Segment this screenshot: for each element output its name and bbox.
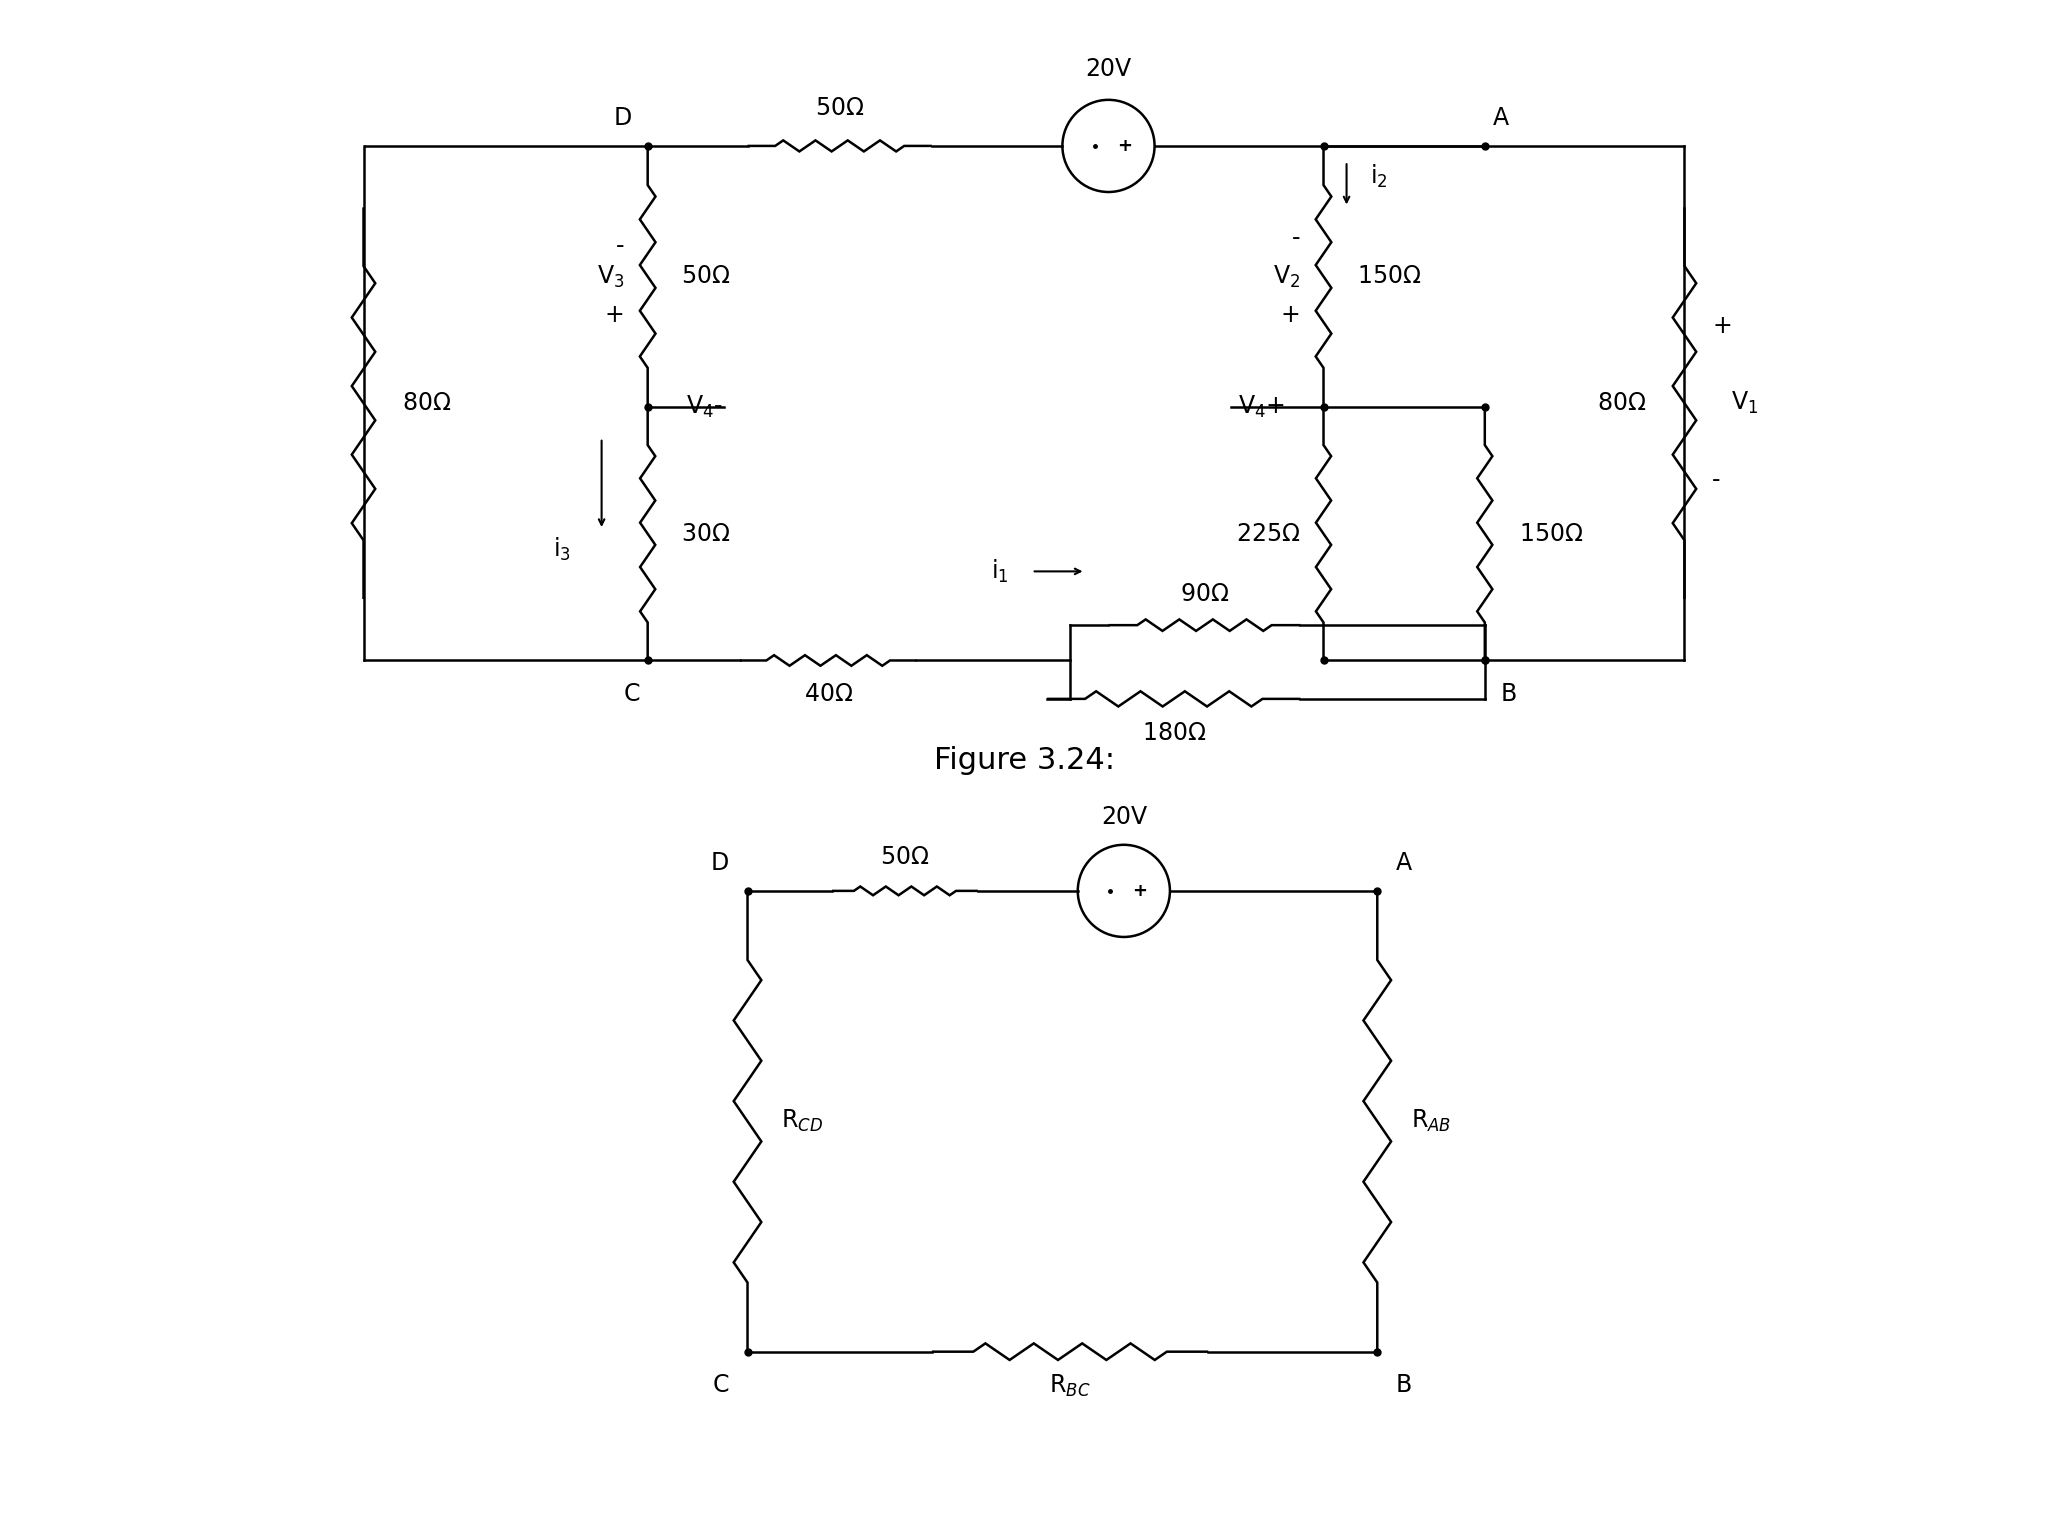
Text: Figure 3.24:: Figure 3.24: — [934, 746, 1114, 774]
Text: 20V: 20V — [1100, 805, 1147, 829]
Text: +: + — [1712, 315, 1733, 338]
Text: D: D — [711, 851, 729, 876]
Text: V$_2$: V$_2$ — [1274, 263, 1300, 290]
Text: V$_4$+: V$_4$+ — [1239, 393, 1286, 421]
Text: A: A — [1493, 106, 1509, 131]
Text: 40$\Omega$: 40$\Omega$ — [803, 682, 852, 707]
Text: 50$\Omega$: 50$\Omega$ — [682, 264, 731, 289]
Text: i$_3$: i$_3$ — [553, 536, 571, 562]
Text: C: C — [713, 1373, 729, 1398]
Text: C: C — [623, 682, 639, 707]
Text: 30$\Omega$: 30$\Omega$ — [682, 522, 731, 545]
Text: R$_{BC}$: R$_{BC}$ — [1049, 1372, 1092, 1399]
Text: 50$\Omega$: 50$\Omega$ — [881, 845, 930, 869]
Text: -: - — [1292, 226, 1300, 250]
Text: B: B — [1397, 1373, 1411, 1398]
Text: A: A — [1397, 851, 1411, 876]
Text: 150$\Omega$: 150$\Omega$ — [1358, 264, 1421, 289]
Text: V$_3$: V$_3$ — [598, 263, 625, 290]
Text: 150$\Omega$: 150$\Omega$ — [1520, 522, 1583, 545]
Text: V$_4$-: V$_4$- — [686, 393, 723, 421]
Text: i$_1$: i$_1$ — [991, 558, 1010, 585]
Text: +: + — [1116, 137, 1133, 155]
Text: +: + — [604, 303, 625, 327]
Text: +: + — [1133, 882, 1147, 900]
Text: R$_{CD}$: R$_{CD}$ — [782, 1107, 823, 1135]
Text: -: - — [1712, 468, 1720, 492]
Text: R$_{AB}$: R$_{AB}$ — [1411, 1107, 1452, 1135]
Text: V$_1$: V$_1$ — [1731, 390, 1757, 416]
Text: -: - — [616, 233, 625, 258]
Text: 80$\Omega$: 80$\Omega$ — [1597, 392, 1647, 415]
Text: 90$\Omega$: 90$\Omega$ — [1180, 582, 1229, 607]
Text: +: + — [1280, 303, 1300, 327]
Text: 225$\Omega$: 225$\Omega$ — [1237, 522, 1300, 545]
Text: 80$\Omega$: 80$\Omega$ — [401, 392, 451, 415]
Text: i$_2$: i$_2$ — [1370, 163, 1386, 190]
Text: D: D — [614, 106, 633, 131]
Text: 180$\Omega$: 180$\Omega$ — [1141, 720, 1206, 745]
Text: 20V: 20V — [1085, 57, 1133, 81]
Text: 50$\Omega$: 50$\Omega$ — [815, 95, 864, 120]
Text: B: B — [1499, 682, 1516, 707]
